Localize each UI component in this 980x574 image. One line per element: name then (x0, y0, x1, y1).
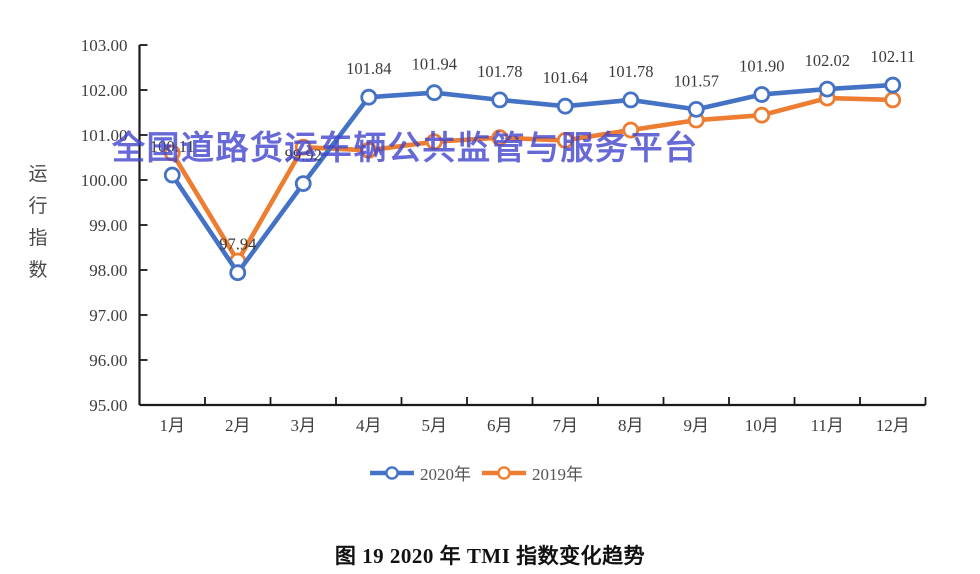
x-axis-label: 3月 (291, 416, 317, 435)
y-tick-label: 102.00 (81, 81, 128, 100)
data-label: 97.94 (219, 235, 256, 254)
x-axis-label: 5月 (422, 416, 448, 435)
y-tick-label: 100.00 (81, 171, 128, 190)
tmi-line-chart: 95.00 96.00 97.00 98.00 99.00 100.00 101.00 102… (28, 36, 927, 435)
y-axis-title-char: 数 (28, 259, 47, 281)
data-label: 101.94 (412, 55, 457, 74)
data-point (622, 91, 640, 109)
chart-legend: 2020年 2019年 (369, 460, 583, 485)
y-tick-label: 98.00 (89, 261, 127, 280)
y-tick-label: 103.00 (81, 36, 128, 55)
x-axis-label: 9月 (684, 416, 710, 435)
legend-line-marker-icon (370, 465, 414, 480)
y-tick-label: 99.00 (89, 216, 127, 235)
x-axis-label: 8月 (618, 416, 644, 435)
data-point (491, 91, 509, 109)
data-point (360, 141, 378, 159)
legend-item: 2020年 (369, 460, 471, 485)
data-label: 101.64 (543, 68, 588, 87)
x-axis-label: 4月 (356, 416, 382, 435)
y-tick-label: 96.00 (89, 351, 127, 370)
x-axis-label: 6月 (487, 416, 513, 435)
x-axis-label: 12月 (876, 416, 910, 435)
series-line (169, 82, 896, 276)
data-point (425, 84, 443, 102)
data-point (163, 166, 181, 184)
x-axis-label: 10月 (745, 416, 779, 435)
data-point (818, 80, 836, 98)
data-point (360, 88, 378, 106)
data-point (425, 133, 443, 151)
data-point (491, 129, 509, 147)
data-point (687, 100, 705, 118)
data-point (294, 138, 312, 156)
data-point (753, 86, 771, 103)
y-axis-title-char: 运 (28, 164, 47, 185)
data-label: 101.78 (608, 62, 653, 81)
data-point (556, 131, 574, 149)
data-label: 100.11 (150, 137, 195, 156)
watermark: 全国道路货运车辆公共监管与服务平台 (112, 129, 699, 166)
y-tick-label: 95.00 (89, 396, 127, 415)
data-point (753, 106, 771, 124)
legend-line-marker-icon (482, 465, 526, 480)
data-point (229, 264, 247, 282)
data-label: 101.90 (739, 57, 784, 76)
data-point (622, 121, 640, 139)
y-axis-title-char: 指 (28, 227, 47, 249)
data-label: 99.92 (285, 146, 322, 165)
x-axis-label: 1月 (160, 416, 186, 435)
data-label: 102.11 (870, 47, 915, 66)
series-line (169, 95, 896, 264)
x-axis-label: 11月 (811, 416, 844, 435)
legend-label: 2019年 (532, 465, 583, 484)
data-point (884, 76, 902, 94)
data-point (884, 91, 902, 109)
data-label: 102.02 (805, 51, 850, 70)
y-tick-label: 97.00 (89, 306, 127, 325)
legend-item: 2019年 (481, 460, 583, 485)
x-axis-label: 7月 (553, 416, 579, 435)
figure-caption: 图 19 2020 年 TMI 指数变化趋势 (334, 544, 646, 568)
y-axis-title-char: 行 (28, 195, 47, 217)
data-label: 101.78 (477, 62, 522, 81)
x-axis-label: 2月 (225, 416, 251, 435)
data-label: 101.84 (346, 59, 391, 78)
legend-label: 2020年 (420, 465, 471, 484)
data-point (294, 175, 312, 193)
data-point (556, 97, 574, 115)
data-point (163, 144, 181, 162)
y-tick-label: 101.00 (81, 126, 128, 145)
data-label: 101.57 (674, 71, 719, 90)
